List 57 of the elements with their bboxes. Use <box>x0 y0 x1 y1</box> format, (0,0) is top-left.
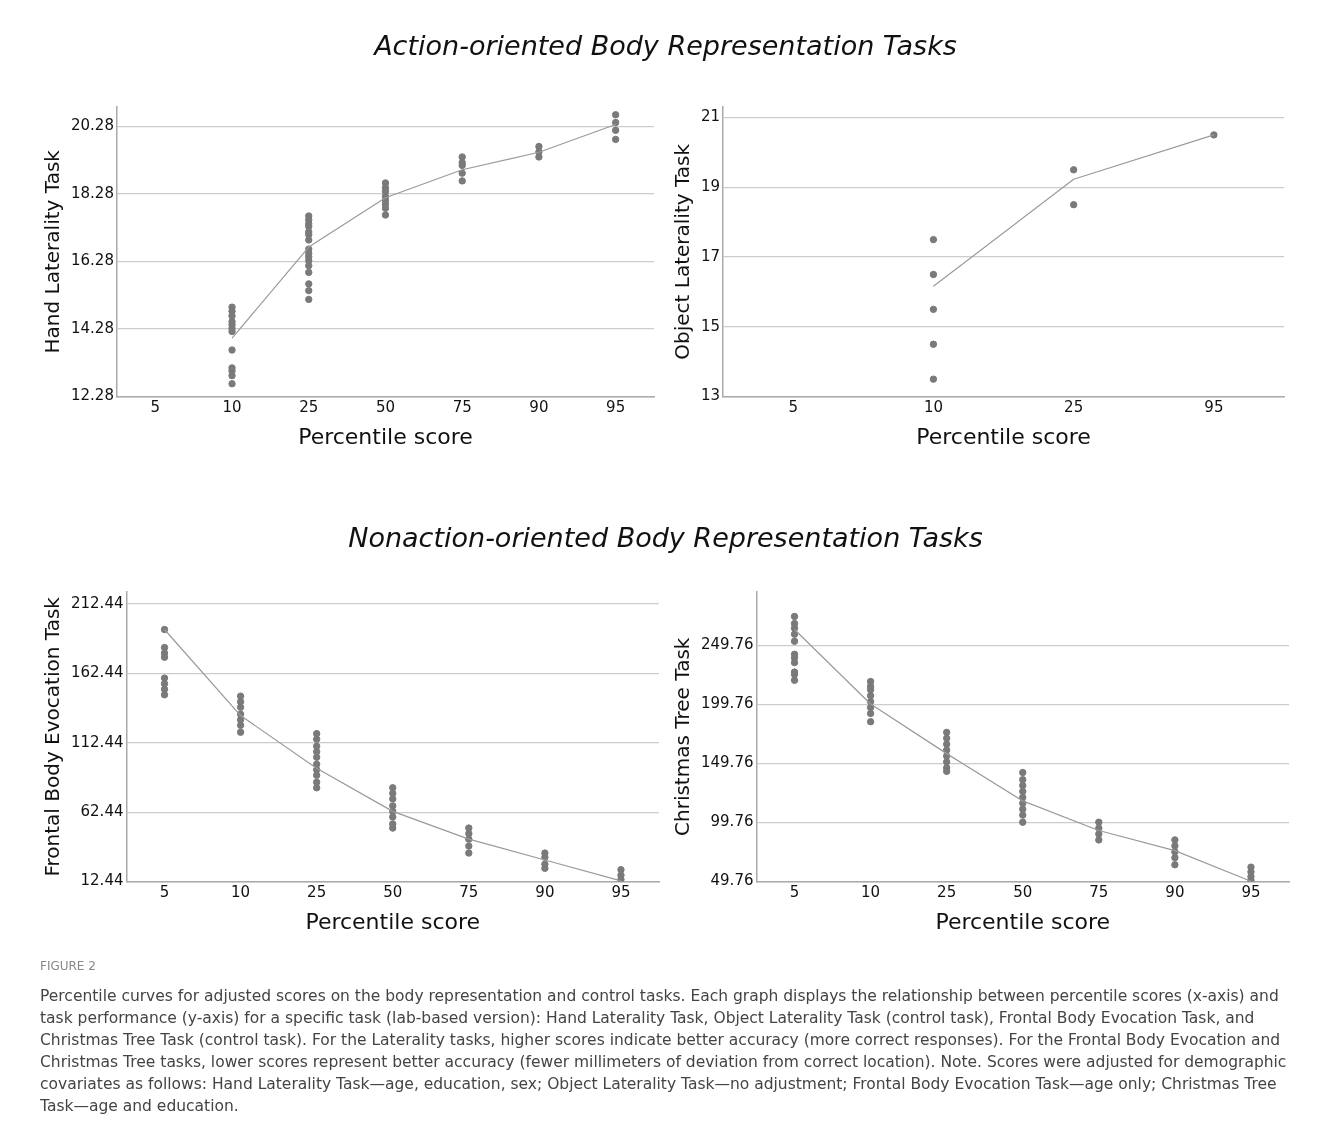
x-tick-label: 5 <box>150 398 161 417</box>
x-tick-label: 10 <box>861 883 881 902</box>
x-axis-title: Percentile score <box>305 908 481 934</box>
x-tick-label: 90 <box>535 883 555 902</box>
caption: FIGURE 2 <box>40 958 97 975</box>
y-tick-label: 249.76 <box>700 635 754 654</box>
x-tick-label: 50 <box>383 883 403 902</box>
text: Percentile curves for adjusted scores on the body representation and control tasks. Each graph displays the relationship between percentile scores (x-axis) and task performance (y-axis) for a specific task (lab-based version): Hand Laterality Task, Object Laterality Task (control task), Frontal Body Evocation Task, and Christmas Tree Task (control task). For the Laterality tasks, higher scores indicate better accuracy (more correct responses). For the Frontal Body Evocation and Christmas Tree tasks, lower scores represent better accuracy (fewer millimeters of deviation from correct location). Note. Scores were adjusted for demographic covariates as follows: Hand Laterality Task—age, education, sex; Object Laterality Task—no adjustment; Frontal Body Evocation Task—age only; Christmas Tree Task—age and education. <box>40 986 1288 1117</box>
y-tick-label: 199.76 <box>700 694 754 713</box>
x-tick-label: 95 <box>1204 398 1224 417</box>
y-axis-title: Hand Laterality Task <box>40 149 65 354</box>
y-axis-title: Christmas Tree Task <box>670 637 695 836</box>
chart-title: Nonaction-oriented Body Representation Tasks <box>347 522 984 553</box>
y-tick-label: 62.44 <box>80 802 124 821</box>
y-tick-label: 112.44 <box>70 732 124 751</box>
y-tick-label: 149.76 <box>700 753 754 772</box>
y-tick-label: 20.28 <box>70 116 114 135</box>
x-tick-label: 25 <box>937 883 957 902</box>
x-tick-label: 10 <box>231 883 251 902</box>
x-tick-label: 25 <box>307 883 327 902</box>
chart-title: Action-oriented Body Representation Tasks <box>372 30 958 61</box>
x-axis-title: Percentile score <box>916 423 1091 449</box>
y-axis-title: Object Laterality Task <box>670 143 695 360</box>
y-tick-label: 212.44 <box>70 593 124 612</box>
x-tick-label: 50 <box>375 398 396 417</box>
x-tick-label: 95 <box>1241 883 1261 902</box>
y-tick-label: 13 <box>700 386 721 405</box>
x-tick-label: 10 <box>222 398 242 417</box>
y-tick-label: 19 <box>700 177 721 196</box>
x-axis-title: Percentile score <box>298 423 473 449</box>
y-tick-label: 49.76 <box>710 871 754 890</box>
x-tick-label: 95 <box>611 883 631 902</box>
x-tick-label: 75 <box>1089 883 1109 902</box>
y-tick-label: 12.44 <box>80 871 124 890</box>
x-tick-label: 90 <box>1165 883 1185 902</box>
x-tick-label: 25 <box>1064 398 1084 417</box>
x-tick-label: 25 <box>299 398 319 417</box>
y-tick-label: 15 <box>700 316 721 335</box>
x-tick-label: 75 <box>459 883 479 902</box>
y-tick-label: 16.28 <box>70 251 114 270</box>
y-axis-title: Frontal Body Evocation Task <box>40 596 65 877</box>
x-tick-label: 5 <box>788 398 798 417</box>
x-axis-title: Percentile score <box>935 908 1111 934</box>
x-tick-label: 5 <box>159 883 170 902</box>
x-tick-label: 75 <box>452 398 472 417</box>
y-tick-label: 14.28 <box>70 318 114 337</box>
x-tick-label: 50 <box>1013 883 1033 902</box>
y-tick-label: 17 <box>700 246 721 265</box>
y-tick-label: 12.28 <box>70 386 114 405</box>
x-tick-label: 90 <box>529 398 549 417</box>
y-tick-label: 99.76 <box>710 812 754 831</box>
x-tick-label: 5 <box>789 883 800 902</box>
y-tick-label: 21 <box>700 107 721 126</box>
y-tick-label: 18.28 <box>70 183 114 202</box>
x-tick-label: 95 <box>606 398 626 417</box>
y-tick-label: 162.44 <box>70 663 124 682</box>
x-tick-label: 10 <box>923 398 943 417</box>
